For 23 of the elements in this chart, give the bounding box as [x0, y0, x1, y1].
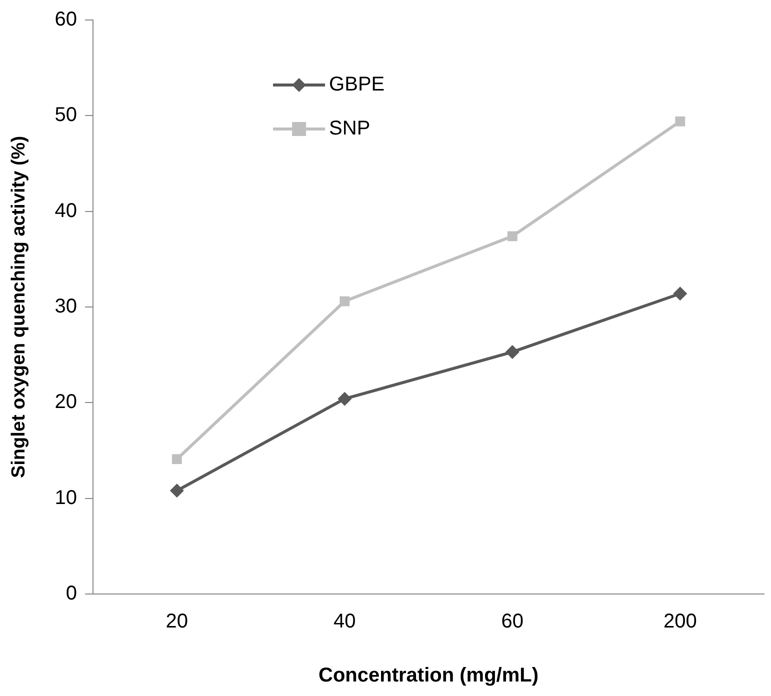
point [673, 286, 688, 301]
point [507, 231, 518, 242]
point [505, 344, 520, 359]
legend-label: SNP [329, 118, 370, 140]
legend-label: GBPE [329, 74, 385, 96]
y-tick-label: 20 [54, 391, 78, 414]
y-tick-label: 10 [54, 486, 78, 509]
point [340, 296, 350, 306]
x-tick-label: 200 [663, 610, 697, 633]
y-axis-title: Singlet oxygen quenching activity (%) [8, 136, 30, 478]
point [338, 392, 352, 406]
x-axis-title: Concentration (mg/mL) [318, 664, 539, 687]
y-tick-label: 0 [66, 582, 78, 605]
x-tick-label: 20 [166, 610, 188, 633]
x-tick-label: 60 [501, 610, 524, 633]
y-tick-label: 30 [54, 296, 78, 318]
point [170, 484, 184, 498]
y-tick-label: 40 [54, 200, 78, 222]
point [172, 454, 182, 464]
x-tick-label: 40 [334, 610, 356, 633]
y-tick-label: 50 [54, 104, 78, 126]
point [675, 116, 686, 126]
y-tick-label: 60 [54, 8, 78, 31]
